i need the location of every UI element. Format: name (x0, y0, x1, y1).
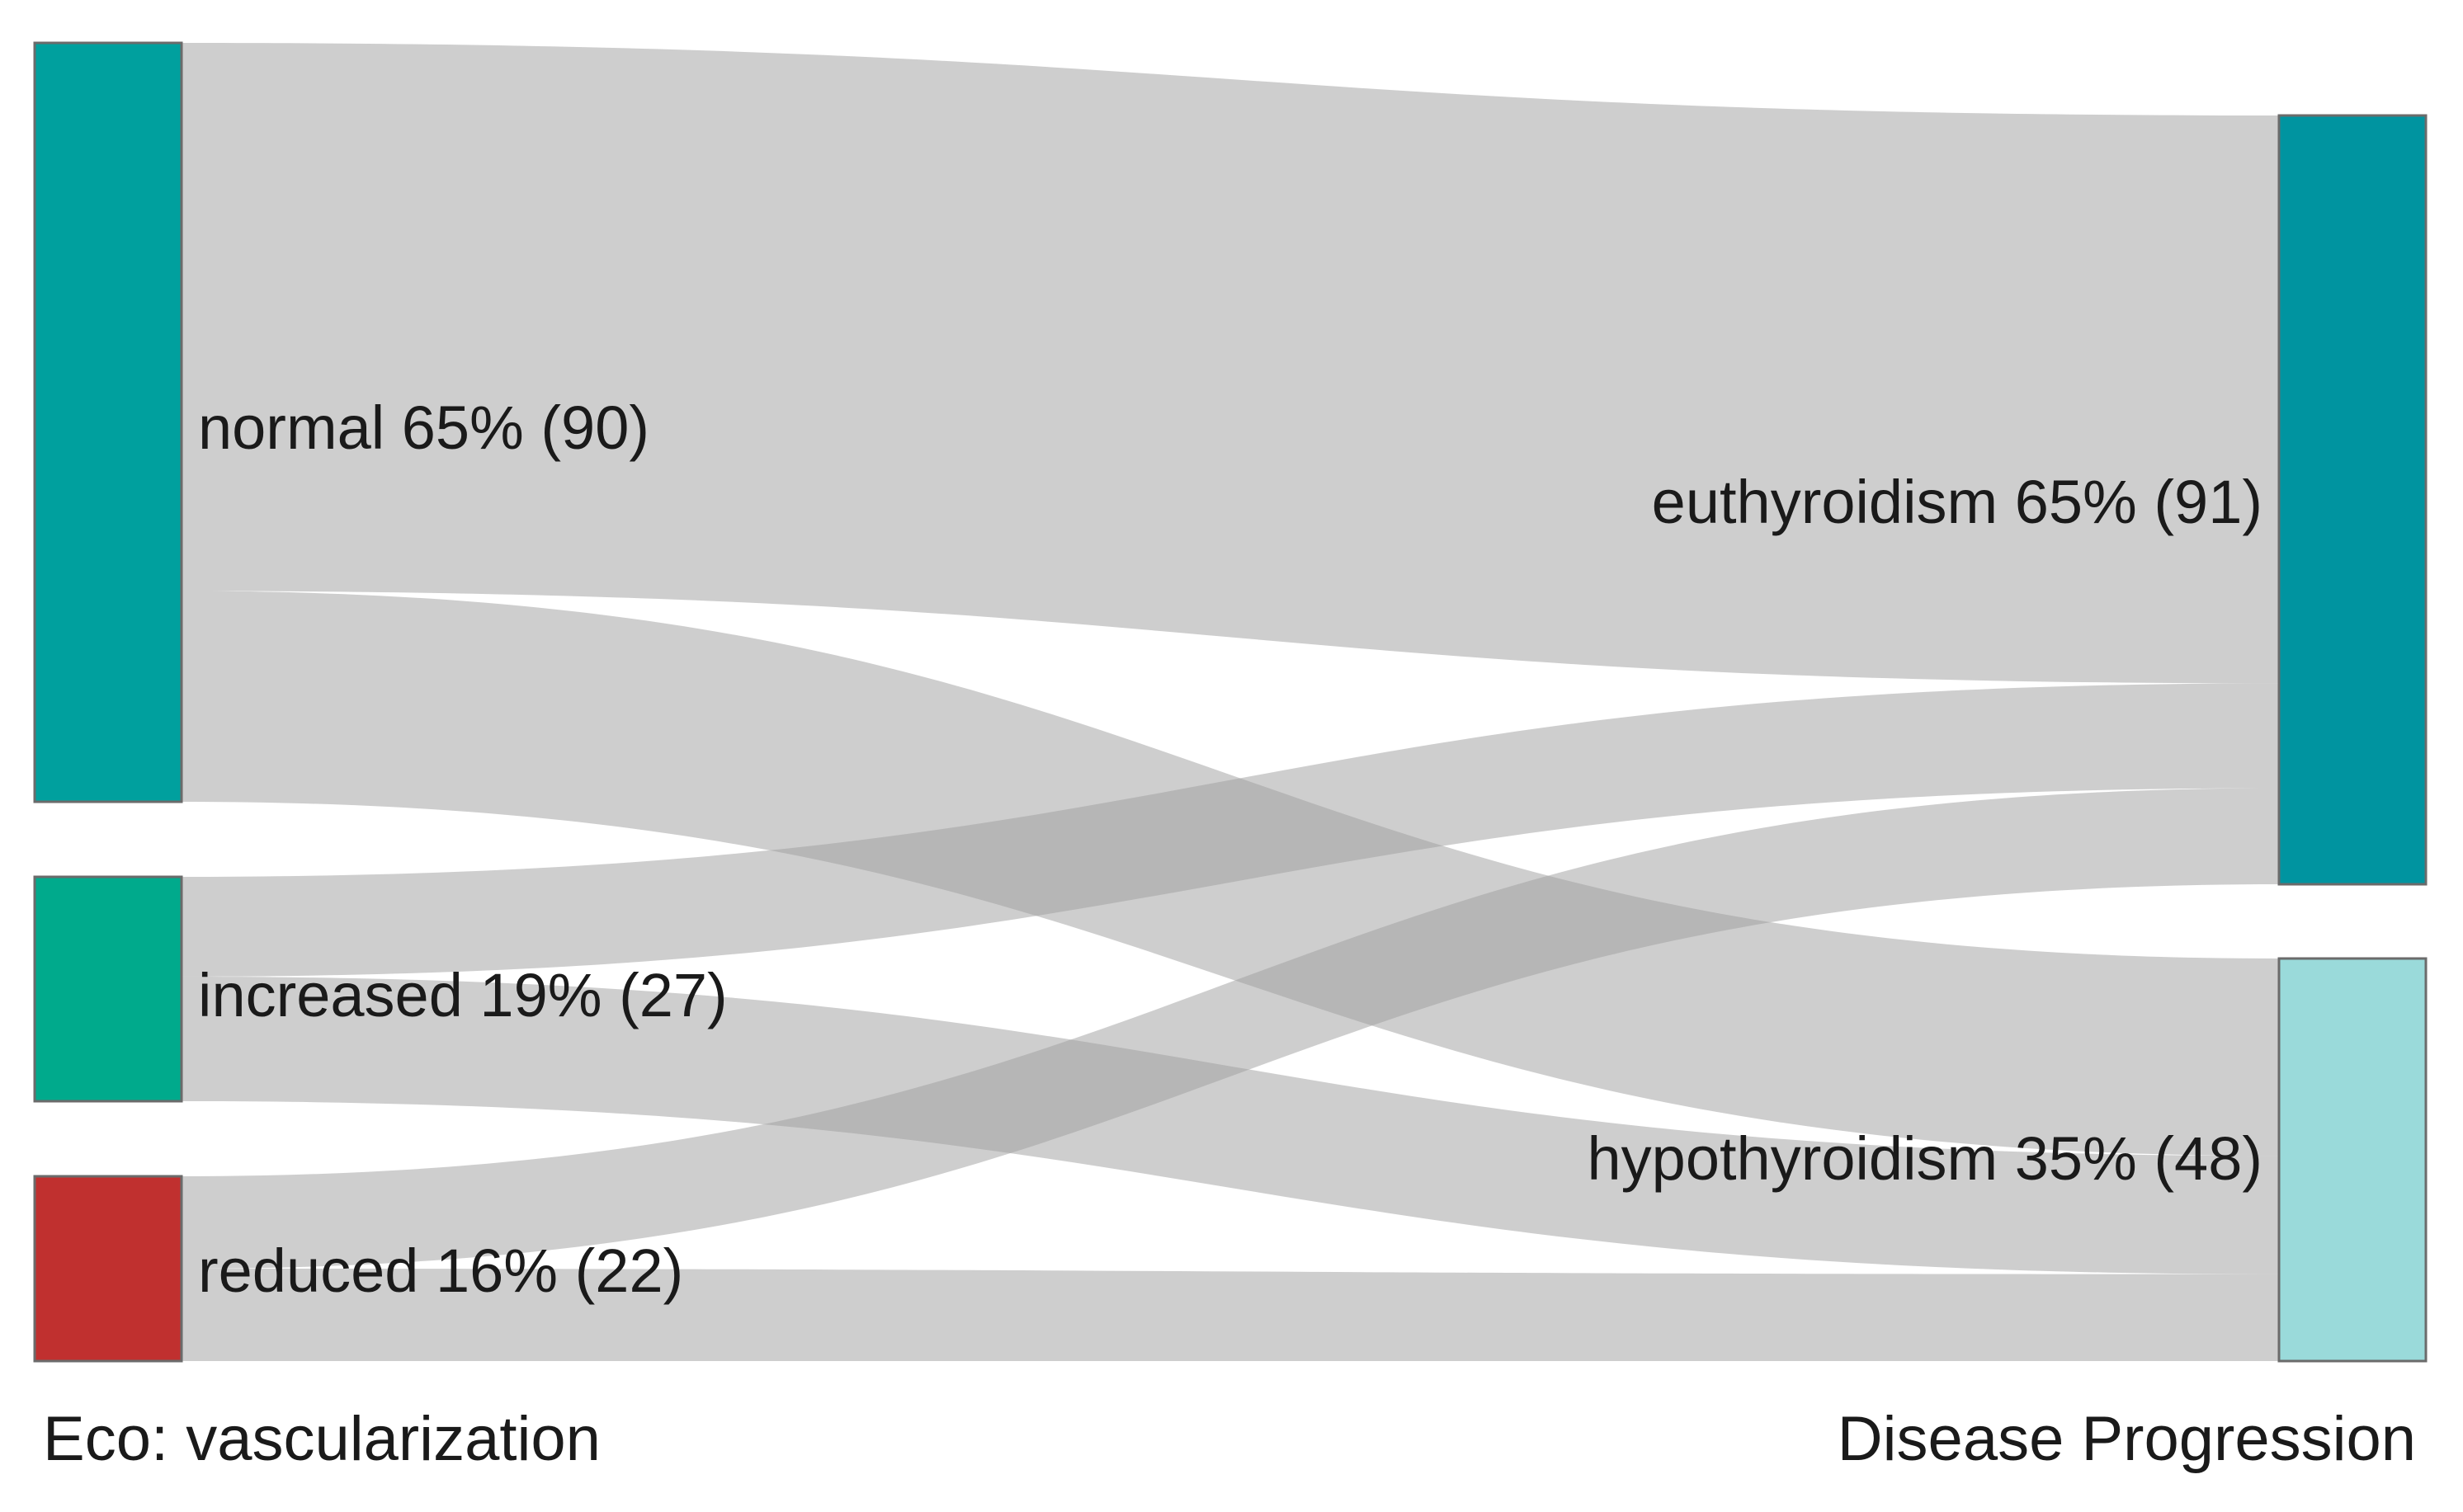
node-label-normal: normal 65% (90) (198, 393, 649, 462)
sankey-nodes (33, 41, 2428, 1363)
right-column-label: Disease Progression (1838, 1404, 2416, 1474)
node-hypothyroidism (2277, 957, 2428, 1363)
link-reduced-to-hypothyroidism (182, 1269, 2279, 1361)
link-increased-to-euthyroidism (182, 683, 2279, 977)
link-reduced-to-euthyroidism (182, 788, 2279, 1269)
node-euthyroidism (2277, 114, 2428, 886)
node-label-reduced: reduced 16% (22) (198, 1236, 683, 1305)
sankey-labels: normal 65% (90) increased 19% (27) reduced… (198, 393, 2262, 1305)
link-normal-to-euthyroidism (182, 43, 2279, 684)
node-reduced (33, 1175, 183, 1363)
node-label-hypothyroidism: hypothyroidism 35% (48) (1588, 1124, 2262, 1193)
left-column-label: Eco: vascularization (43, 1404, 601, 1474)
node-label-increased: increased 19% (27) (198, 961, 728, 1029)
node-normal (33, 41, 183, 803)
sankey-links (182, 43, 2279, 1361)
node-label-euthyroidism: euthyroidism 65% (91) (1652, 468, 2262, 536)
node-increased (33, 875, 183, 1103)
link-increased-to-hypothyroidism (182, 976, 2279, 1274)
